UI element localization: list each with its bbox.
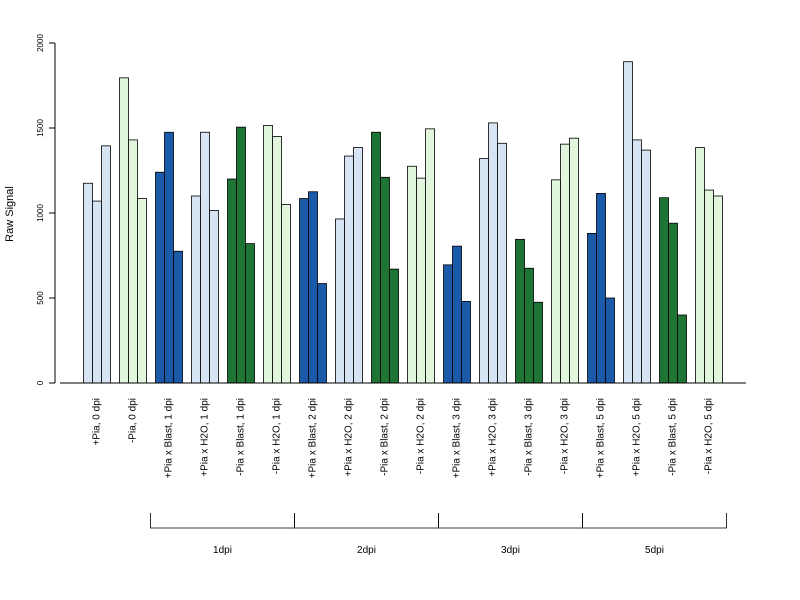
bar — [704, 189, 714, 384]
y-tick-label: 1500 — [36, 119, 45, 137]
category-label: -Pia x Blast, 2 dpi — [380, 398, 391, 476]
category-label: -Pia x H2O, 1 dpi — [272, 398, 283, 474]
bar — [281, 204, 291, 384]
bar — [659, 197, 669, 384]
bar — [596, 193, 606, 384]
bar — [119, 77, 129, 384]
group-bracket — [294, 513, 439, 529]
bar — [551, 179, 561, 384]
y-axis: 0 500 1000 1500 2000 — [36, 34, 56, 385]
bar — [191, 195, 201, 384]
bar — [632, 139, 642, 384]
category-label: +Pia x H2O, 3 dpi — [488, 398, 499, 477]
category-label: -Pia x H2O, 3 dpi — [560, 398, 571, 474]
bar — [128, 139, 138, 384]
bar — [677, 314, 687, 384]
bar — [524, 267, 534, 384]
bar — [227, 178, 237, 384]
group-bracket — [150, 513, 295, 529]
category-label: -Pia x Blast, 1 dpi — [236, 398, 247, 476]
bar — [236, 126, 246, 384]
group-bracket — [582, 513, 727, 529]
bar — [713, 195, 723, 384]
group-label: 2dpi — [357, 545, 376, 556]
category-labels: +Pia, 0 dpi -Pia, 0 dpi +Pia x Blast, 1 dp… — [92, 398, 715, 478]
bar — [371, 131, 381, 384]
bar — [533, 301, 543, 384]
group-label: 5dpi — [645, 545, 664, 556]
category-label: -Pia x H2O, 5 dpi — [704, 398, 715, 474]
bar — [200, 131, 210, 384]
y-tick-label: 0 — [36, 380, 45, 385]
bar — [344, 155, 354, 384]
bar — [497, 142, 507, 384]
y-axis-title: Raw Signal — [4, 186, 16, 242]
category-label: +Pia x Blast, 3 dpi — [452, 398, 463, 478]
y-tick-label: 1000 — [36, 204, 45, 222]
bar — [173, 250, 183, 384]
bar — [380, 176, 390, 384]
bar — [488, 122, 498, 384]
bar — [353, 147, 363, 384]
category-label: +Pia x Blast, 2 dpi — [308, 398, 319, 478]
category-label: +Pia x H2O, 5 dpi — [632, 398, 643, 477]
bar — [461, 300, 471, 384]
bar — [443, 264, 453, 384]
bar — [92, 200, 102, 384]
category-label: -Pia x Blast, 5 dpi — [668, 398, 679, 476]
y-tick-label: 2000 — [36, 34, 45, 52]
group-brackets: 1dpi 2dpi 3dpi 5dpi — [150, 513, 727, 556]
bar — [515, 238, 525, 384]
category-label: -Pia, 0 dpi — [128, 398, 139, 443]
group-bracket — [438, 513, 583, 529]
y-tick-label: 500 — [36, 291, 45, 305]
bar — [407, 165, 417, 384]
bar — [668, 222, 678, 384]
bars — [83, 61, 723, 384]
bar — [164, 131, 174, 384]
bar — [389, 268, 399, 384]
group-label: 1dpi — [213, 545, 232, 556]
bar — [308, 191, 318, 384]
bar — [245, 243, 255, 384]
bar — [641, 149, 651, 384]
bar — [335, 218, 345, 384]
bar — [272, 136, 282, 384]
bar — [695, 147, 705, 384]
bar — [416, 177, 426, 384]
category-label: -Pia x Blast, 3 dpi — [524, 398, 535, 476]
bar — [623, 61, 633, 384]
bar — [263, 125, 273, 384]
category-label: +Pia, 0 dpi — [92, 398, 103, 446]
bar — [317, 283, 327, 384]
bar — [101, 145, 111, 384]
bar — [155, 171, 165, 384]
bar — [479, 158, 489, 384]
bar — [83, 182, 93, 384]
group-label: 3dpi — [501, 545, 520, 556]
bar — [425, 128, 435, 384]
bar — [452, 245, 462, 384]
category-label: -Pia x H2O, 2 dpi — [416, 398, 427, 474]
bar — [137, 198, 147, 384]
category-label: +Pia x H2O, 2 dpi — [344, 398, 355, 477]
bar — [569, 137, 579, 384]
category-label: +Pia x Blast, 5 dpi — [596, 398, 607, 478]
bar — [587, 232, 597, 384]
bar — [299, 198, 309, 384]
bar — [560, 143, 570, 384]
bar — [209, 210, 219, 384]
category-label: +Pia x Blast, 1 dpi — [164, 398, 175, 478]
category-label: +Pia x H2O, 1 dpi — [200, 398, 211, 477]
bar — [605, 297, 615, 384]
